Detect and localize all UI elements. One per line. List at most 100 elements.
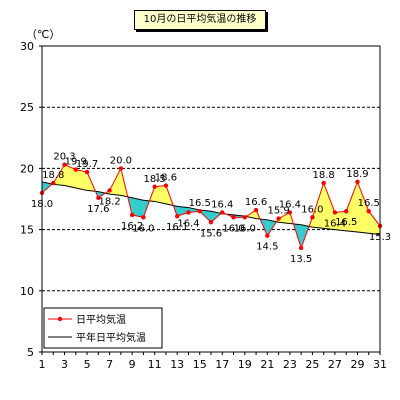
data-label-day-14: 16.4	[177, 218, 199, 229]
data-label-day-19: 16.0	[234, 223, 256, 234]
fill-segment-22-0	[278, 212, 290, 224]
data-label-day-29: 18.9	[346, 169, 368, 180]
x-tick-label-19: 19	[238, 358, 252, 371]
fill-segment-9-0	[132, 197, 144, 218]
fill-segment-25-0	[312, 183, 324, 229]
fill-segment-26-0	[323, 183, 335, 230]
data-point-day-18	[231, 215, 236, 220]
fill-segment-28-0	[346, 181, 358, 233]
y-tick-label-5: 5	[27, 346, 34, 359]
data-point-day-8	[118, 166, 124, 171]
data-label-day-4: 19.9	[65, 157, 87, 168]
data-point-day-23	[287, 210, 293, 215]
data-point-day-24	[298, 245, 304, 251]
data-point-day-17	[220, 210, 225, 215]
x-tick-label-23: 23	[283, 358, 297, 371]
data-point-day-2	[51, 180, 56, 186]
chart-title: 10月の日平均気温の推移	[134, 10, 266, 30]
data-label-day-10: 16.0	[132, 223, 154, 234]
legend-label-normal: 平年日平均気温	[76, 331, 146, 344]
data-label-day-13: 16.1	[166, 222, 188, 233]
data-point-day-16	[208, 220, 214, 225]
data-label-day-24: 13.5	[290, 254, 312, 265]
data-point-day-4	[73, 167, 79, 172]
x-tick-label-17: 17	[215, 358, 229, 371]
fill-segment-3-0	[64, 164, 76, 188]
x-tick-label-27: 27	[328, 358, 342, 371]
y-tick-label-10: 10	[20, 285, 34, 298]
x-tick-label-29: 29	[350, 358, 364, 371]
data-label-day-17: 16.4	[211, 199, 233, 210]
data-label-day-15: 16.5	[189, 198, 211, 209]
data-point-day-15	[197, 209, 202, 214]
data-point-day-28	[344, 209, 349, 214]
data-label-day-27: 16.4	[324, 218, 346, 229]
data-label-day-5: 19.7	[76, 159, 98, 170]
legend-marker-observed	[57, 316, 63, 322]
data-point-day-26	[321, 180, 326, 186]
fill-segment-30-0	[368, 211, 380, 235]
data-label-day-21: 14.5	[256, 242, 278, 253]
data-point-day-5	[84, 169, 90, 175]
fill-segment-7-0	[109, 168, 121, 196]
data-label-day-11: 18.5	[144, 174, 166, 185]
x-tick-label-9: 9	[129, 358, 136, 371]
legend-box	[43, 307, 163, 349]
x-tick-label-21: 21	[260, 358, 274, 371]
data-label-day-26: 18.8	[313, 170, 335, 181]
data-point-day-11	[152, 184, 157, 189]
data-point-day-30	[366, 209, 371, 214]
data-point-day-3	[62, 162, 67, 167]
y-tick-label-20: 20	[20, 162, 34, 175]
fill-segment-29-0	[357, 181, 369, 234]
data-label-day-25: 16.0	[301, 204, 323, 215]
grid-lines	[42, 106, 380, 292]
data-point-day-7	[107, 188, 112, 193]
y-tick-label-15: 15	[20, 224, 34, 237]
x-tick-label-5: 5	[84, 358, 91, 371]
data-point-day-22	[276, 216, 281, 221]
data-point-day-27	[332, 210, 338, 215]
x-tick-label-11: 11	[148, 358, 162, 371]
x-tick-label-7: 7	[106, 358, 113, 371]
data-point-day-14	[186, 210, 191, 215]
data-label-day-30: 16.5	[358, 198, 380, 209]
data-label-day-23: 16.4	[279, 199, 301, 210]
data-label-day-20: 16.6	[245, 197, 267, 208]
y-tick-label-30: 30	[20, 40, 34, 53]
y-axis-unit: （℃）	[26, 28, 61, 41]
data-point-day-10	[141, 215, 146, 220]
data-point-day-29	[355, 179, 360, 185]
data-label-day-18: 16.0	[222, 223, 244, 234]
x-tick-label-25: 25	[305, 358, 319, 371]
x-tick-label-31: 31	[373, 358, 387, 371]
data-point-day-25	[310, 215, 315, 220]
data-label-day-28: 16.5	[335, 217, 357, 228]
data-label-day-2: 18.8	[42, 170, 64, 181]
series-line-normal	[41, 181, 381, 235]
data-point-day-12	[163, 183, 169, 188]
fill-segment-27-0	[334, 211, 347, 231]
x-tick-label-13: 13	[170, 358, 184, 371]
data-point-day-21	[265, 233, 270, 238]
data-point-day-20	[253, 207, 259, 213]
data-label-day-12: 18.6	[155, 173, 177, 184]
data-label-day-8: 20.0	[110, 155, 132, 166]
legend-label-observed: 日平均気温	[76, 313, 126, 326]
data-label-day-9: 16.2	[121, 221, 143, 232]
x-tick-label-1: 1	[39, 358, 46, 371]
y-tick-label-25: 25	[20, 101, 34, 114]
data-points	[39, 162, 383, 251]
x-tick-label-3: 3	[61, 358, 68, 371]
data-label-day-3: 20.3	[53, 152, 75, 163]
data-label-day-16: 15.6	[200, 228, 222, 239]
x-tick-label-15: 15	[193, 358, 207, 371]
fill-segment-13-0	[177, 206, 189, 217]
data-label-day-7: 18.2	[98, 196, 120, 207]
data-point-day-19	[242, 215, 247, 220]
data-point-day-9	[129, 212, 135, 218]
data-point-day-13	[175, 213, 180, 219]
